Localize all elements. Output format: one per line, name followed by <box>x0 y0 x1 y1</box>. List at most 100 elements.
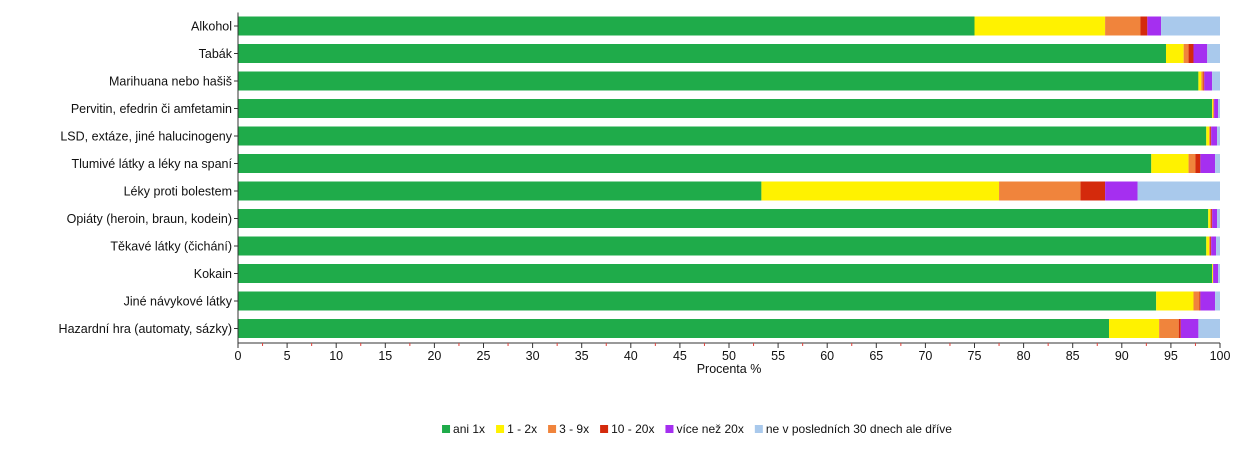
category-label: LSD, extáze, jiné halucinogeny <box>60 130 232 144</box>
bar-segment-11-2 <box>1159 319 1179 338</box>
bar-segment-6-4 <box>1105 181 1138 201</box>
bar-segment-5-0 <box>238 154 1152 173</box>
bar-segment-4-4 <box>1211 126 1218 146</box>
category-label: Opiáty (heroin, braun, kodein) <box>67 212 232 226</box>
legend: ani 1x 1 - 2x 3 - 9x 10 - 20x více než 20x ne… <box>442 422 952 436</box>
bar-segment-2-0 <box>238 71 1199 91</box>
x-axis-title: Procenta % <box>697 362 762 376</box>
bar-segment-5-5 <box>1215 154 1220 173</box>
legend-label: ani 1x <box>453 422 485 436</box>
legend-swatch <box>548 425 557 433</box>
x-tick-label: 100 <box>1210 349 1231 363</box>
bar-segment-3-1 <box>1212 99 1214 118</box>
x-tick-label: 50 <box>722 349 736 363</box>
x-tick-label: 35 <box>575 349 589 363</box>
legend-swatch <box>442 425 451 433</box>
bar-segment-3-2 <box>1213 99 1215 118</box>
x-tick-label: 75 <box>968 349 982 363</box>
x-tick-label: 85 <box>1066 349 1080 363</box>
bar-segment-6-2 <box>999 181 1081 201</box>
bar-segment-0-1 <box>974 16 1106 36</box>
x-tick-label: 45 <box>673 349 687 363</box>
bar-segment-11-5 <box>1198 319 1220 338</box>
legend-item: ani 1x <box>442 422 485 436</box>
bars-layer <box>238 16 1220 338</box>
bar-segment-11-1 <box>1109 319 1160 338</box>
bar-segment-10-0 <box>238 291 1157 311</box>
bar-segment-7-3 <box>1211 209 1213 228</box>
legend-label: 1 - 2x <box>507 422 537 436</box>
x-tick-label: 10 <box>329 349 343 363</box>
bar-segment-1-5 <box>1207 44 1220 63</box>
bar-segment-7-2 <box>1210 209 1212 228</box>
bar-segment-5-3 <box>1195 154 1201 173</box>
bar-segment-2-2 <box>1201 71 1204 91</box>
x-tick-label: 5 <box>284 349 291 363</box>
bar-segment-11-3 <box>1178 319 1181 338</box>
category-label: Tlumivé látky a léky na spaní <box>72 157 233 171</box>
bar-segment-9-4 <box>1213 264 1219 283</box>
x-tick-label: 15 <box>378 349 392 363</box>
bar-segment-8-3 <box>1210 236 1212 256</box>
bar-segment-1-2 <box>1183 44 1189 63</box>
bar-segment-5-2 <box>1188 154 1196 173</box>
legend-label: 10 - 20x <box>611 422 654 436</box>
bar-segment-4-2 <box>1209 126 1211 146</box>
x-tick-label: 55 <box>771 349 785 363</box>
bar-segment-8-1 <box>1206 236 1210 256</box>
bar-segment-3-5 <box>1218 99 1220 118</box>
category-label: Léky proti bolestem <box>124 185 232 199</box>
bar-segment-7-5 <box>1217 209 1220 228</box>
bar-segment-4-3 <box>1210 126 1212 146</box>
x-tick-label: 65 <box>869 349 883 363</box>
category-label: Kokain <box>194 267 232 281</box>
category-label: Pervitin, efedrin či amfetamin <box>71 102 232 116</box>
bar-segment-5-4 <box>1200 154 1216 173</box>
bar-segment-10-5 <box>1215 291 1220 311</box>
bar-segment-8-4 <box>1211 236 1217 256</box>
x-tick-label: 95 <box>1164 349 1178 363</box>
x-tick-label: 20 <box>427 349 441 363</box>
x-tick-label: 80 <box>1017 349 1031 363</box>
bar-segment-0-3 <box>1140 16 1148 36</box>
category-label: Alkohol <box>191 20 232 34</box>
category-label: Hazardní hra (automaty, sázky) <box>59 322 232 336</box>
bar-segment-3-0 <box>238 99 1213 118</box>
bar-segment-8-5 <box>1216 236 1220 256</box>
bar-segment-1-1 <box>1165 44 1184 63</box>
legend-item: 3 - 9x <box>548 422 589 436</box>
x-tick-label: 40 <box>624 349 638 363</box>
bar-segment-7-0 <box>238 209 1209 228</box>
bar-segment-4-0 <box>238 126 1207 146</box>
x-tick-label: 30 <box>526 349 540 363</box>
legend-item: více než 20x <box>665 422 744 436</box>
bar-segment-2-5 <box>1212 71 1220 91</box>
x-tick-label: 0 <box>235 349 242 363</box>
bar-segment-6-0 <box>238 181 762 201</box>
legend-swatch <box>665 425 674 433</box>
bar-segment-9-5 <box>1218 264 1220 283</box>
bar-segment-7-1 <box>1208 209 1211 228</box>
bar-segment-1-4 <box>1193 44 1208 63</box>
bar-segment-10-2 <box>1193 291 1200 311</box>
bar-segment-6-1 <box>761 181 1000 201</box>
bar-segment-4-5 <box>1217 126 1220 146</box>
bar-segment-0-2 <box>1105 16 1141 36</box>
bar-segment-10-4 <box>1200 291 1216 311</box>
bar-segment-5-1 <box>1151 154 1189 173</box>
category-label: Jiné návykové látky <box>124 295 233 309</box>
legend-swatch <box>600 425 609 433</box>
x-tick-label: 90 <box>1115 349 1129 363</box>
bar-segment-6-3 <box>1080 181 1106 201</box>
category-label: Tabák <box>199 47 233 61</box>
legend-item: 10 - 20x <box>600 422 654 436</box>
bar-segment-8-0 <box>238 236 1207 256</box>
bar-segment-10-1 <box>1156 291 1194 311</box>
legend-swatch <box>754 425 763 433</box>
bar-segment-2-4 <box>1204 71 1213 91</box>
x-tick-label: 25 <box>477 349 491 363</box>
bar-segment-7-4 <box>1212 209 1218 228</box>
bar-segment-2-3 <box>1203 71 1205 91</box>
